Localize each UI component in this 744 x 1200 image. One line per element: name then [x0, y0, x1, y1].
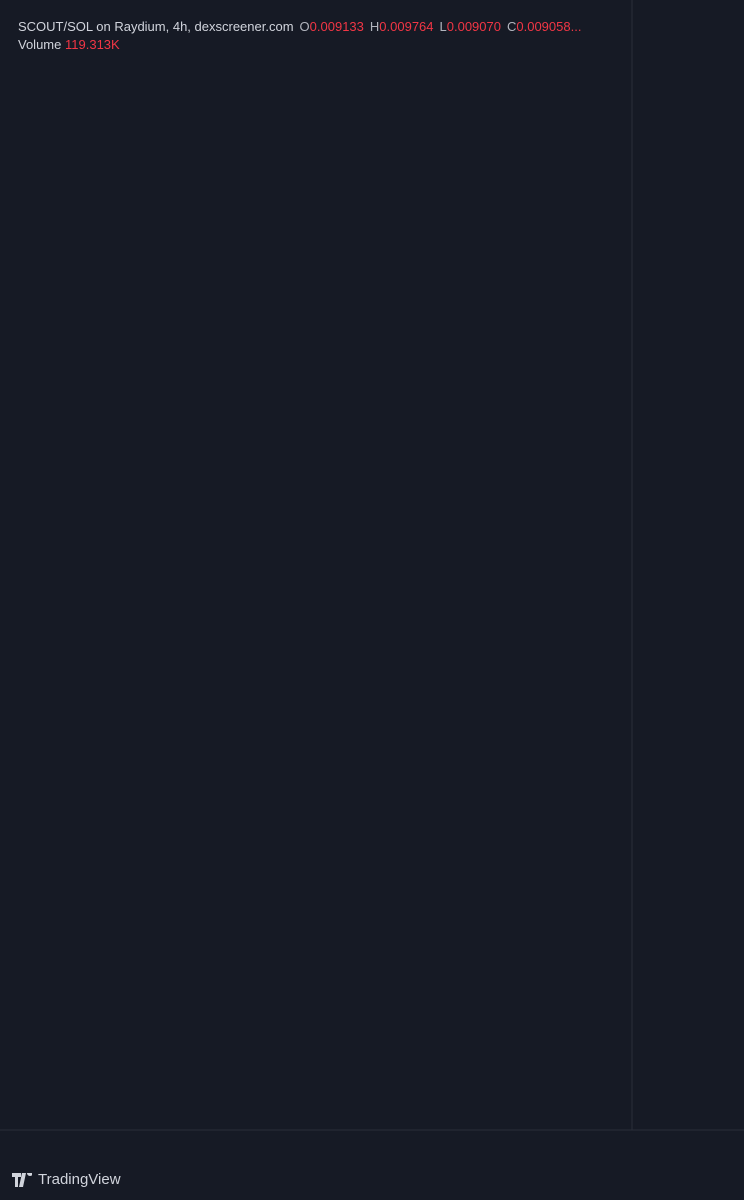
open-value: 0.009133: [309, 19, 364, 34]
attribution: TradingView: [38, 1171, 121, 1188]
footer: TradingView: [12, 1171, 121, 1188]
volume-row: Volume 119.313K: [18, 36, 581, 54]
logo: [12, 1172, 32, 1187]
high-value: 0.009764: [379, 19, 434, 34]
volume-label: Volume: [18, 37, 62, 52]
ohlc-row: SCOUT/SOL on Raydium, 4h, dexscreener.co…: [18, 18, 581, 36]
volume-value: 119.313K: [65, 37, 120, 52]
high-label: H: [369, 19, 380, 34]
symbol: SCOUT/SOL on Raydium, 4h, dexscreener.co…: [18, 19, 294, 34]
low-value: 0.009070: [446, 19, 501, 34]
open-label: O: [299, 19, 310, 34]
close-value: 0.009058...: [516, 19, 582, 34]
low-label: L: [439, 19, 447, 34]
close-label: C: [506, 19, 517, 34]
legend: SCOUT/SOL on Raydium, 4h, dexscreener.co…: [18, 18, 581, 54]
